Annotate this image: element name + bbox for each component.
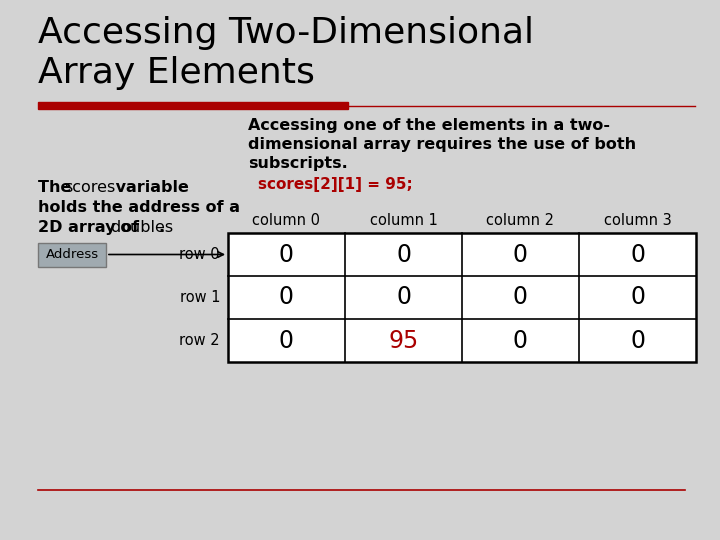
Text: Accessing one of the elements in a two-: Accessing one of the elements in a two- [248, 118, 610, 133]
Text: 0: 0 [279, 328, 294, 353]
Text: 0: 0 [513, 242, 528, 267]
Text: Array Elements: Array Elements [38, 56, 315, 90]
Text: 0: 0 [630, 286, 645, 309]
Text: scores[2][1] = 95;: scores[2][1] = 95; [258, 177, 413, 192]
Text: column 2: column 2 [487, 213, 554, 228]
Text: 0: 0 [279, 286, 294, 309]
Text: 0: 0 [396, 242, 411, 267]
Text: 0: 0 [630, 242, 645, 267]
Text: holds the address of a: holds the address of a [38, 200, 240, 215]
Text: row 2: row 2 [179, 333, 220, 348]
Text: column 1: column 1 [369, 213, 438, 228]
Text: 95: 95 [388, 328, 418, 353]
Text: column 3: column 3 [603, 213, 671, 228]
Text: 0: 0 [513, 286, 528, 309]
Text: Address: Address [45, 248, 99, 261]
Text: column 0: column 0 [253, 213, 320, 228]
Text: 2D array of: 2D array of [38, 220, 145, 235]
Text: 0: 0 [279, 242, 294, 267]
Bar [38, 242, 106, 267]
Text: The: The [38, 180, 77, 195]
Text: .: . [158, 220, 164, 235]
Text: variable: variable [110, 180, 189, 195]
Text: 0: 0 [513, 328, 528, 353]
Text: scores: scores [64, 180, 115, 195]
Text: doubles: doubles [110, 220, 173, 235]
Text: 0: 0 [630, 328, 645, 353]
Text: 0: 0 [396, 286, 411, 309]
Text: subscripts.: subscripts. [248, 156, 348, 171]
Bar [228, 233, 696, 362]
Bar [38, 102, 348, 109]
Text: Accessing Two-Dimensional: Accessing Two-Dimensional [38, 16, 534, 50]
Text: row 1: row 1 [179, 290, 220, 305]
Text: dimensional array requires the use of both: dimensional array requires the use of bo… [248, 137, 636, 152]
Text: row 0: row 0 [179, 247, 220, 262]
